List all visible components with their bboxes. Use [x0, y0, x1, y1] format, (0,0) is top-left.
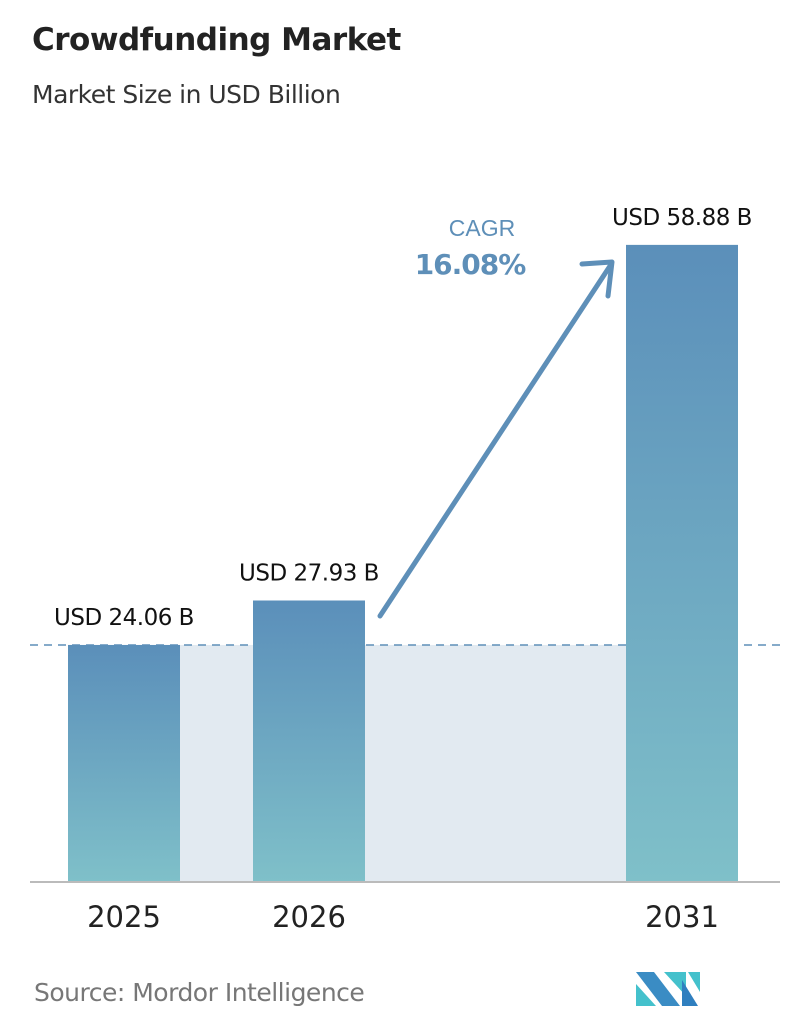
- cagr-value: 16.08%: [415, 248, 527, 281]
- cagr-label: CAGR: [449, 215, 515, 241]
- bar-2026: [253, 600, 365, 882]
- bar-2025: [68, 644, 180, 882]
- x-tick-label-2026: 2026: [272, 900, 346, 934]
- chart-title: Crowdfunding Market: [32, 22, 401, 58]
- source-text: Source: Mordor Intelligence: [34, 978, 365, 1007]
- chart-subtitle: Market Size in USD Billion: [32, 80, 341, 109]
- data-label-2025: USD 24.06 B: [54, 605, 194, 631]
- data-label-2026: USD 27.93 B: [239, 560, 379, 586]
- data-label-2031: USD 58.88 B: [612, 205, 752, 231]
- reference-band: [180, 644, 626, 882]
- x-tick-label-2031: 2031: [645, 900, 719, 934]
- bar-2031: [626, 244, 738, 882]
- x-tick-label-2025: 2025: [87, 900, 161, 934]
- cagr-arrow-icon: [377, 259, 615, 619]
- mordor-logo-icon: [636, 972, 700, 1006]
